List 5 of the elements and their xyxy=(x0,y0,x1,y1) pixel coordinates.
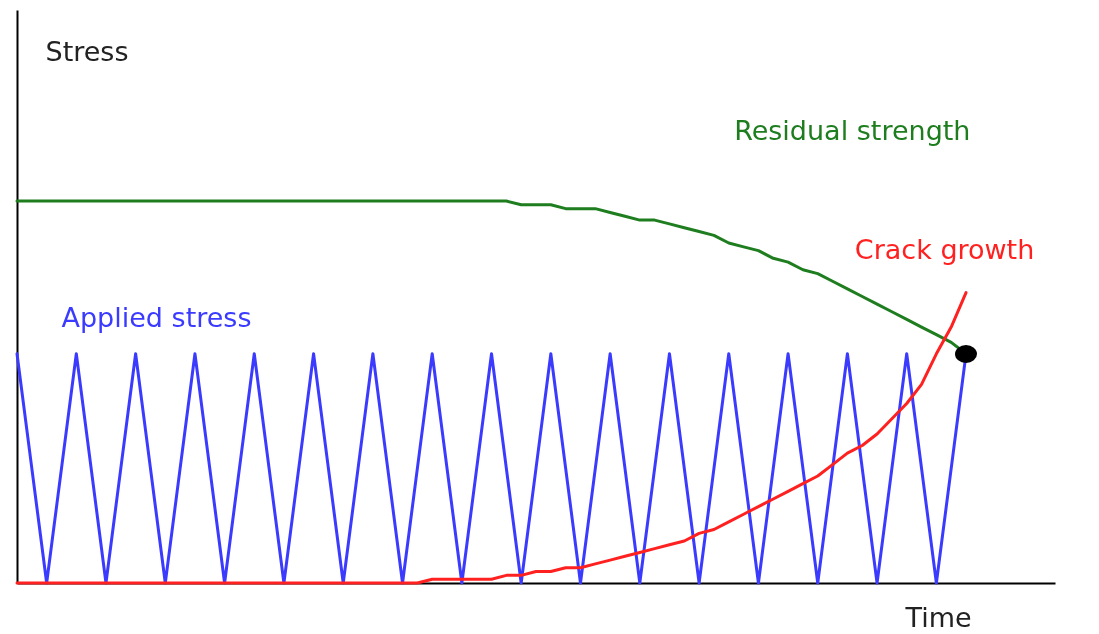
series-label: Crack growth xyxy=(854,233,1035,265)
x-axis-title: Time xyxy=(904,601,972,633)
text: Residual strength xyxy=(734,115,971,147)
y-axis-title: Stress xyxy=(45,35,129,67)
series-label: Applied stress xyxy=(61,302,252,334)
